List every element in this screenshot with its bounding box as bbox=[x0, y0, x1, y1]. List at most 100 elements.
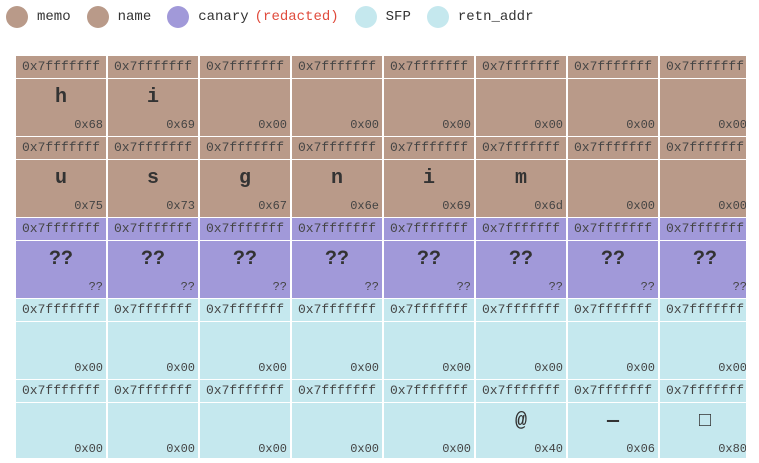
memory-cell: 0x7fffffff s 0x73 bbox=[108, 137, 198, 217]
memory-cell: 0x7fffffff 0x00 bbox=[660, 299, 746, 379]
cell-char: ?? bbox=[692, 248, 717, 271]
memory-cell: 0x7fffffff 0x00 bbox=[660, 137, 746, 217]
cell-hex-value: ?? bbox=[88, 280, 103, 294]
cell-char: ?? bbox=[324, 248, 349, 271]
cell-address: 0x7fffffff bbox=[292, 299, 382, 322]
cell-hex-value: 0x69 bbox=[166, 118, 195, 132]
cell-address: 0x7fffffff bbox=[200, 56, 290, 79]
cell-address: 0x7fffffff bbox=[200, 137, 290, 160]
cell-char: n bbox=[330, 167, 343, 190]
cell-address: 0x7fffffff bbox=[16, 137, 106, 160]
cell-hex-value: 0x00 bbox=[534, 361, 563, 375]
cell-address: 0x7fffffff bbox=[108, 380, 198, 403]
memory-cell: 0x7fffffff 0x00 bbox=[660, 56, 746, 136]
legend-label: retn_addr bbox=[457, 9, 534, 25]
memory-cell: 0x7fffffff???? bbox=[16, 218, 106, 298]
cell-char: ?? bbox=[600, 248, 625, 271]
cell-hex-value: 0x00 bbox=[258, 118, 287, 132]
cell-hex-value: 0x00 bbox=[442, 118, 471, 132]
cell-char: s bbox=[146, 167, 159, 190]
cell-address: 0x7fffffff bbox=[660, 299, 746, 322]
cell-hex-value: 0x00 bbox=[74, 361, 103, 375]
memory-cell: 0x7fffffff 0x00 bbox=[384, 56, 474, 136]
memory-row: 0x7fffffff h 0x68 0x7fffffff i 0x69 0x7fffffff… bbox=[16, 56, 746, 136]
legend-item: canary (redacted) bbox=[167, 6, 339, 28]
cell-address: 0x7fffffff bbox=[108, 218, 198, 241]
memory-cell: 0x7fffffff???? bbox=[200, 218, 290, 298]
memory-cell: 0x7fffffff 0x00 bbox=[108, 299, 198, 379]
cell-hex-value: 0x40 bbox=[534, 442, 563, 456]
legend-item: SFP bbox=[354, 6, 411, 28]
memory-cell: 0x7fffffff 0x00 bbox=[200, 299, 290, 379]
memory-row: 0x7fffffff u 0x75 0x7fffffff s 0x73 0x7fffffff… bbox=[16, 137, 746, 217]
cell-address: 0x7fffffff bbox=[476, 218, 566, 241]
cell-address: 0x7fffffff bbox=[16, 299, 106, 322]
memory-cell: 0x7fffffff 0x00 bbox=[292, 299, 382, 379]
cell-address: 0x7fffffff bbox=[384, 299, 474, 322]
legend: memo name canary (redacted) SFP retn_addr bbox=[6, 4, 550, 30]
cell-address: 0x7fffffff bbox=[200, 218, 290, 241]
cell-address: 0x7fffffff bbox=[16, 218, 106, 241]
cell-hex-value: 0x00 bbox=[718, 118, 746, 132]
memory-cell: 0x7fffffff 0x00 bbox=[200, 380, 290, 458]
cell-address: 0x7fffffff bbox=[476, 299, 566, 322]
cell-hex-value: 0x73 bbox=[166, 199, 195, 213]
memory-cell: 0x7fffffff 0x00 bbox=[568, 299, 658, 379]
cell-hex-value: 0x00 bbox=[350, 118, 379, 132]
cell-hex-value: 0x00 bbox=[258, 442, 287, 456]
memory-cell: 0x7fffffff 0x00 bbox=[16, 380, 106, 458]
cell-hex-value: ?? bbox=[272, 280, 287, 294]
memory-cell: 0x7fffffff 0x00 bbox=[476, 56, 566, 136]
memory-cell: 0x7fffffff n 0x6e bbox=[292, 137, 382, 217]
memory-cell: 0x7fffffff???? bbox=[568, 218, 658, 298]
cell-hex-value: ?? bbox=[640, 280, 655, 294]
cell-hex-value: 0x00 bbox=[258, 361, 287, 375]
cell-address: 0x7fffffff bbox=[568, 218, 658, 241]
cell-address: 0x7fffffff bbox=[568, 380, 658, 403]
cell-hex-value: ?? bbox=[548, 280, 563, 294]
cell-char: □ bbox=[698, 410, 711, 433]
memory-row: 0x7fffffff 0x00 0x7fffffff 0x00 0x7fffffff 0x… bbox=[16, 380, 746, 458]
cell-hex-value: 0x00 bbox=[534, 118, 563, 132]
cell-char: ?? bbox=[416, 248, 441, 271]
legend-label: memo bbox=[37, 9, 71, 25]
memory-cell: 0x7fffffff 0x00 bbox=[292, 56, 382, 136]
cell-address: 0x7fffffff bbox=[200, 299, 290, 322]
memory-cell: 0x7fffffff m 0x6d bbox=[476, 137, 566, 217]
cell-address: 0x7fffffff bbox=[16, 380, 106, 403]
memory-cell: 0x7fffffff @0x40 bbox=[476, 380, 566, 458]
memory-grid: 0x7fffffff h 0x68 0x7fffffff i 0x69 0x7fffffff… bbox=[16, 56, 746, 458]
cell-hex-value: 0x00 bbox=[350, 361, 379, 375]
cell-address: 0x7fffffff bbox=[660, 218, 746, 241]
memory-cell: 0x7fffffff???? bbox=[384, 218, 474, 298]
cell-char: ?? bbox=[232, 248, 257, 271]
memory-cell: 0x7fffffff???? bbox=[660, 218, 746, 298]
cell-char: ?? bbox=[140, 248, 165, 271]
cell-address: 0x7fffffff bbox=[476, 137, 566, 160]
cell-char: @ bbox=[514, 410, 527, 433]
memory-cell: 0x7fffffff g 0x67 bbox=[200, 137, 290, 217]
legend-swatch bbox=[167, 6, 190, 28]
cell-address: 0x7fffffff bbox=[384, 137, 474, 160]
cell-char: ?? bbox=[508, 248, 533, 271]
cell-address: 0x7fffffff bbox=[200, 380, 290, 403]
cell-address: 0x7fffffff bbox=[292, 218, 382, 241]
cell-address: 0x7fffffff bbox=[660, 56, 746, 79]
memory-cell: 0x7fffffff 0x00 bbox=[108, 380, 198, 458]
cell-address: 0x7fffffff bbox=[384, 218, 474, 241]
memory-row: 0x7fffffff???? 0x7fffffff???? 0x7fffffff??… bbox=[16, 218, 746, 298]
cell-address: 0x7fffffff bbox=[568, 56, 658, 79]
memory-cell: 0x7fffffff h 0x68 bbox=[16, 56, 106, 136]
cell-char: m bbox=[514, 167, 527, 190]
cell-hex-value: 0x00 bbox=[718, 199, 746, 213]
memory-cell: 0x7fffffff 0x00 bbox=[568, 137, 658, 217]
cell-hex-value: ?? bbox=[180, 280, 195, 294]
cell-char: u bbox=[54, 167, 67, 190]
legend-item: memo bbox=[6, 6, 71, 28]
cell-char: i bbox=[422, 167, 435, 190]
legend-label: name bbox=[117, 9, 152, 25]
memory-cell: 0x7fffffff???? bbox=[292, 218, 382, 298]
legend-swatch bbox=[354, 6, 377, 28]
cell-address: 0x7fffffff bbox=[476, 380, 566, 403]
cell-hex-value: 0x00 bbox=[74, 442, 103, 456]
